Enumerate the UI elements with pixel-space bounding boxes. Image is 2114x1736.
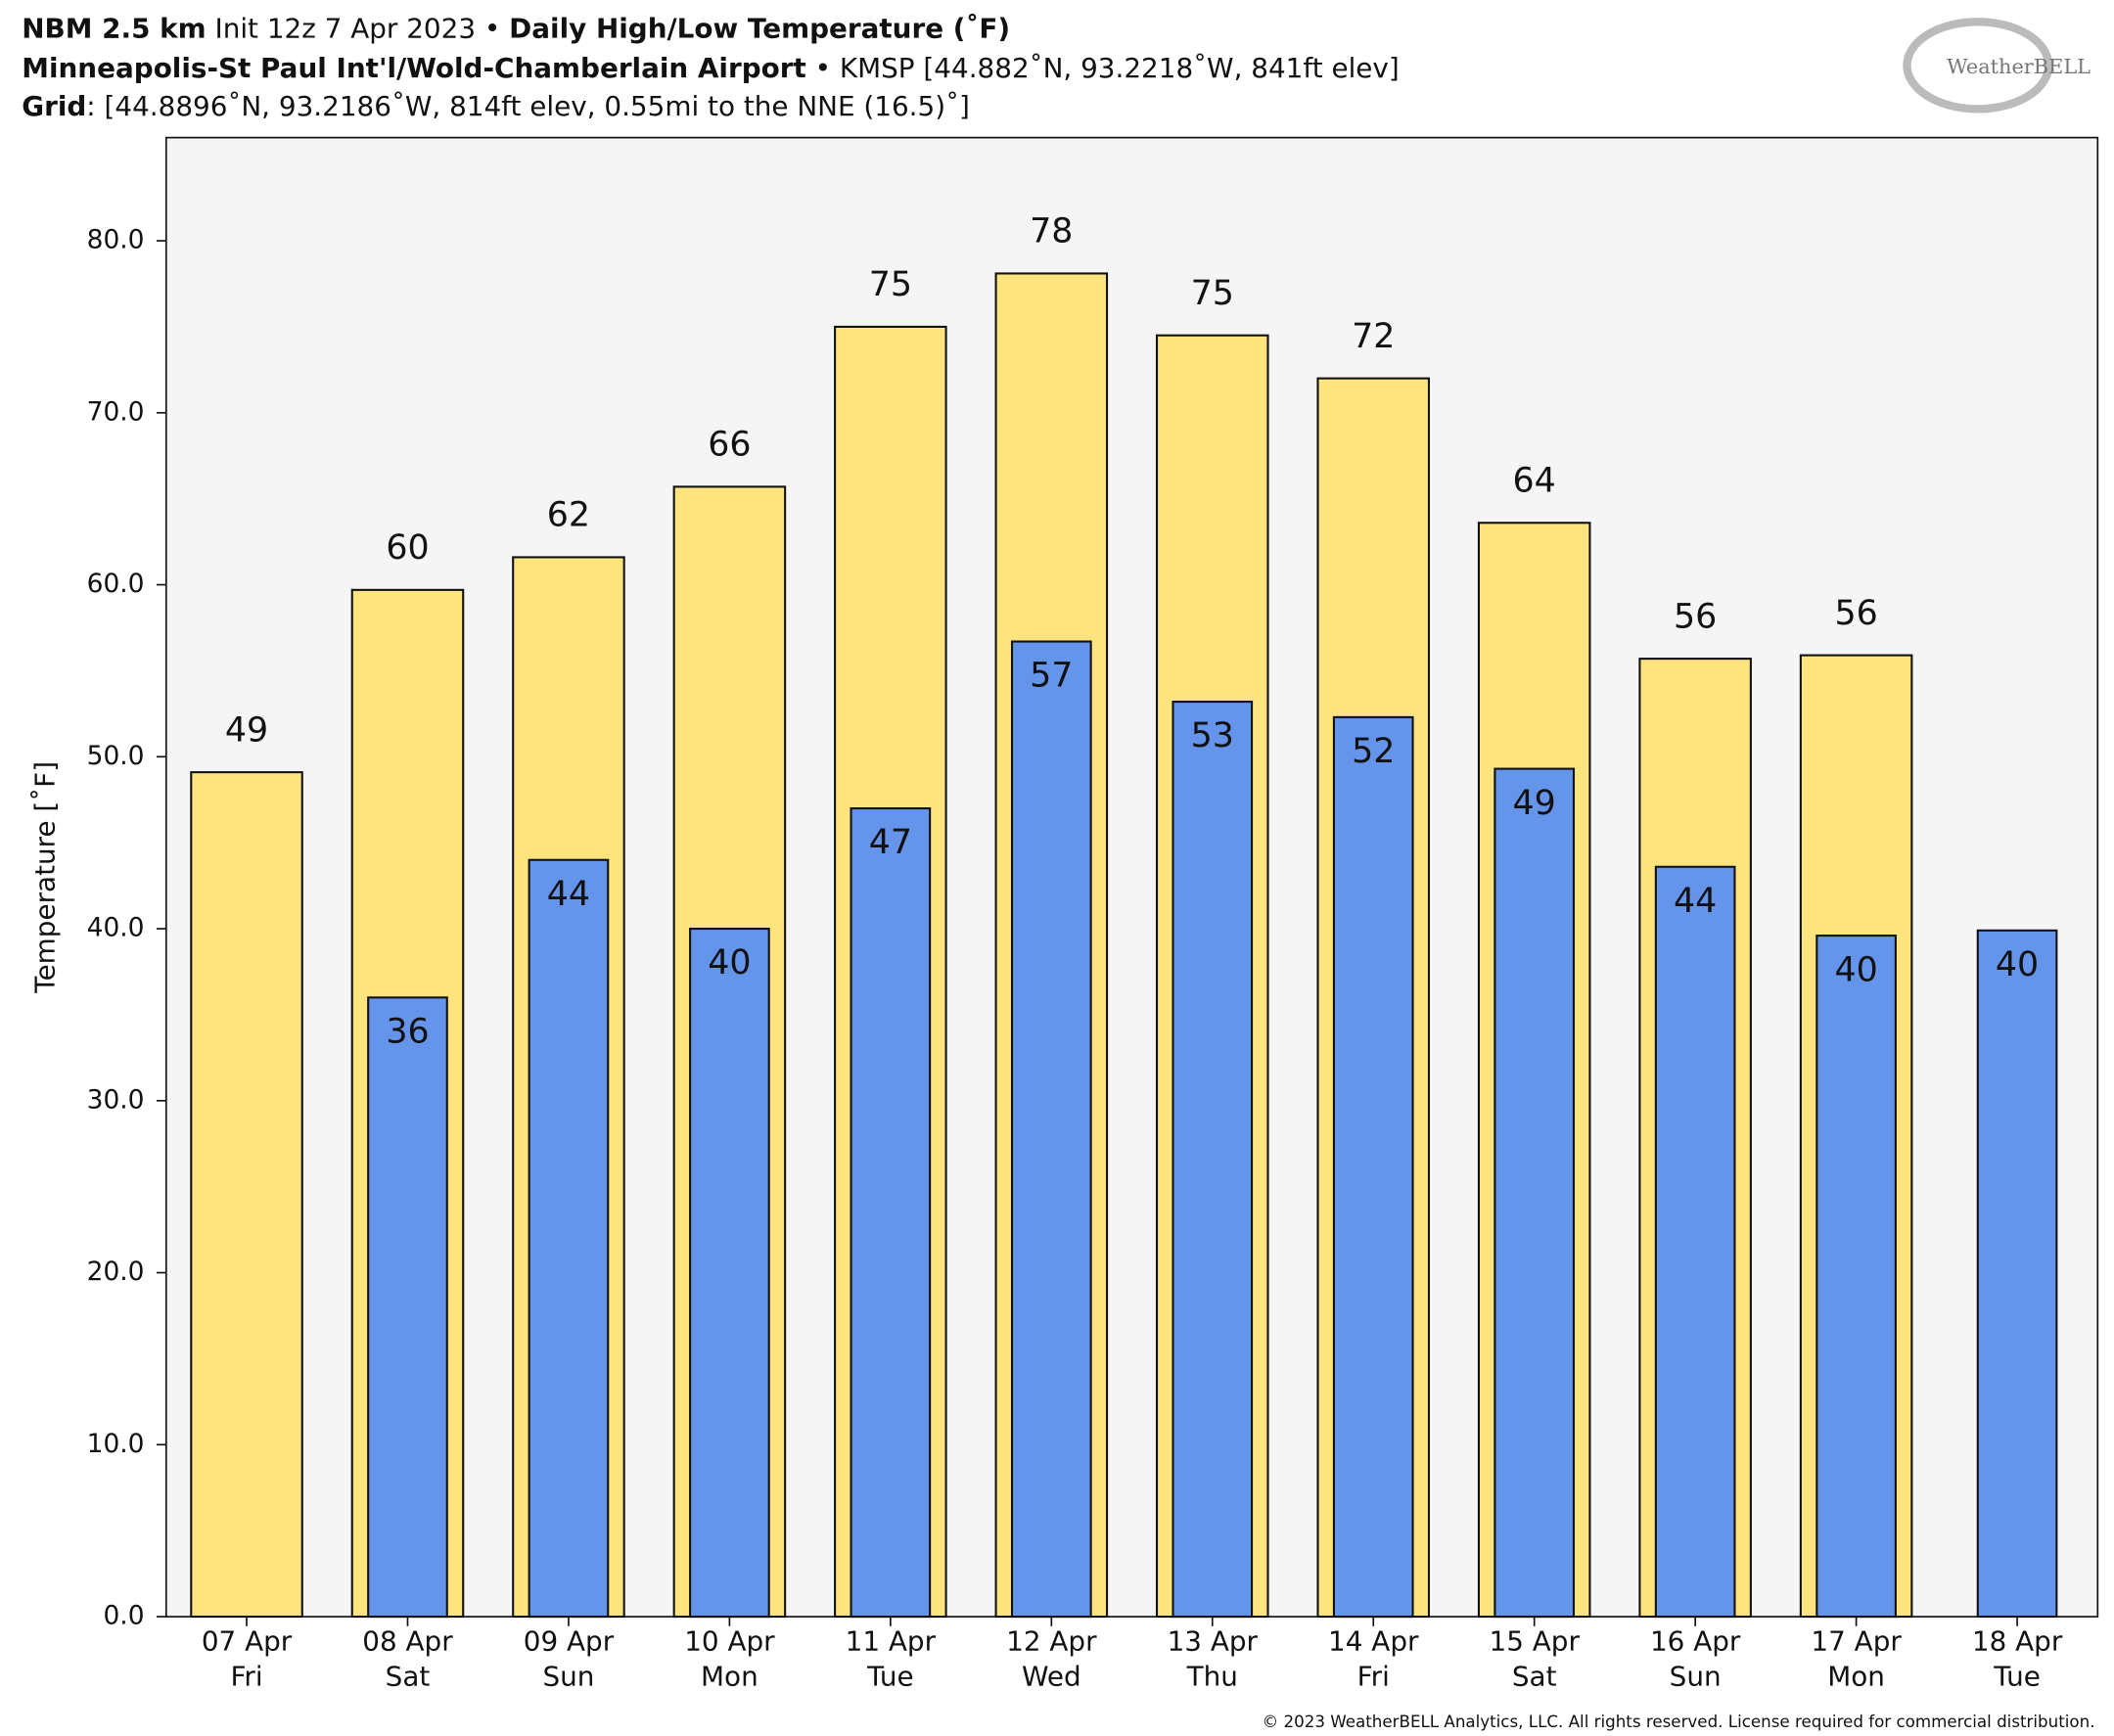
header-line: NBM 2.5 km Init 12z 7 Apr 2023 • Daily H… (22, 13, 1010, 45)
x-tick-label: Tue (1993, 1661, 2041, 1693)
y-tick-label: 40.0 (87, 913, 145, 943)
header-text: Grid (22, 90, 86, 122)
low-bar (1976, 929, 2058, 1619)
value-label: 56 (1834, 594, 1877, 633)
low-bar (367, 996, 448, 1619)
y-tick-label: 50.0 (87, 741, 145, 771)
value-label: 56 (1674, 597, 1717, 636)
header-text: : [44.8896˚N, 93.2186˚W, 814ft elev, 0.5… (86, 90, 970, 122)
x-tick-label: Sun (542, 1661, 594, 1693)
header-text: • KMSP [44.882˚N, 93.2218˚W, 841ft elev] (806, 52, 1400, 84)
value-label: 49 (1513, 784, 1556, 823)
x-tick-label: 16 Apr (1650, 1624, 1741, 1657)
low-bar (1494, 767, 1576, 1619)
x-tick-label: 18 Apr (1972, 1624, 2063, 1657)
x-tick-label: Mon (1827, 1661, 1885, 1693)
y-tick-label: 60.0 (87, 569, 145, 599)
value-label: 53 (1191, 716, 1234, 755)
y-axis-label: Temperature [˚F] (28, 761, 61, 994)
x-tick-label: Wed (1022, 1661, 1081, 1693)
value-label: 72 (1352, 317, 1395, 356)
logo: WeatherBELL (1947, 55, 2091, 78)
header-text: NBM 2.5 km (22, 13, 206, 45)
low-bar (1815, 935, 1897, 1619)
x-tick-label: 14 Apr (1328, 1624, 1419, 1657)
x-tick-label: Sun (1670, 1661, 1722, 1693)
value-label: 75 (1191, 274, 1234, 313)
x-tick-label: Tue (866, 1661, 914, 1693)
value-label: 44 (1674, 882, 1717, 921)
low-bar (1010, 640, 1092, 1619)
value-label: 49 (225, 710, 268, 750)
x-tick-label: 17 Apr (1811, 1624, 1902, 1657)
header-text: Init 12z 7 Apr 2023 • (207, 13, 510, 45)
y-tick-label: 30.0 (87, 1084, 145, 1115)
low-bar (850, 806, 932, 1619)
logo-swirl (1903, 18, 2053, 114)
x-tick-label: Fri (230, 1661, 262, 1693)
low-bar (1654, 865, 1736, 1619)
y-tick-label: 70.0 (87, 396, 145, 427)
value-label: 47 (869, 823, 912, 862)
value-label: 78 (1030, 212, 1073, 251)
low-bar (528, 858, 610, 1619)
copyright: © 2023 WeatherBELL Analytics, LLC. All r… (1262, 1712, 2094, 1731)
header-line: Grid: [44.8896˚N, 93.2186˚W, 814ft elev,… (22, 90, 970, 122)
y-tick-label: 10.0 (87, 1429, 145, 1459)
x-tick-label: 11 Apr (846, 1624, 937, 1657)
x-tick-label: Thu (1186, 1661, 1238, 1693)
x-tick-label: Fri (1357, 1661, 1390, 1693)
header-text: Daily High/Low Temperature (˚F) (509, 13, 1010, 45)
plot-area (164, 136, 2099, 1618)
value-label: 36 (386, 1013, 429, 1052)
x-tick-label: Sat (386, 1661, 431, 1693)
y-tick-label: 0.0 (103, 1601, 144, 1631)
value-label: 52 (1352, 732, 1395, 771)
value-label: 66 (708, 426, 751, 465)
x-tick-label: 09 Apr (524, 1624, 615, 1657)
value-label: 44 (547, 875, 590, 914)
value-label: 64 (1513, 462, 1556, 501)
x-tick-label: 10 Apr (684, 1624, 775, 1657)
x-tick-label: Sat (1512, 1661, 1557, 1693)
value-label: 75 (869, 265, 912, 304)
value-label: 40 (1834, 950, 1877, 989)
low-bar (689, 928, 770, 1619)
x-tick-label: Mon (701, 1661, 758, 1693)
x-tick-label: 12 Apr (1006, 1624, 1097, 1657)
y-tick-label: 80.0 (87, 225, 145, 255)
x-tick-label: 15 Apr (1489, 1624, 1580, 1657)
value-label: 62 (547, 496, 590, 535)
x-tick-label: 13 Apr (1168, 1624, 1259, 1657)
value-label: 40 (708, 943, 751, 982)
low-bar (1172, 701, 1254, 1619)
y-tick-label: 20.0 (87, 1256, 145, 1287)
header-text: Minneapolis-St Paul Int'l/Wold-Chamberla… (22, 52, 805, 84)
header-line: Minneapolis-St Paul Int'l/Wold-Chamberla… (22, 52, 1399, 84)
low-bar (1332, 715, 1414, 1619)
high-bar (190, 771, 303, 1619)
value-label: 60 (386, 528, 429, 568)
x-tick-label: 08 Apr (362, 1624, 453, 1657)
value-label: 57 (1030, 657, 1073, 696)
value-label: 40 (1996, 945, 2039, 984)
x-tick-label: 07 Apr (202, 1624, 293, 1657)
